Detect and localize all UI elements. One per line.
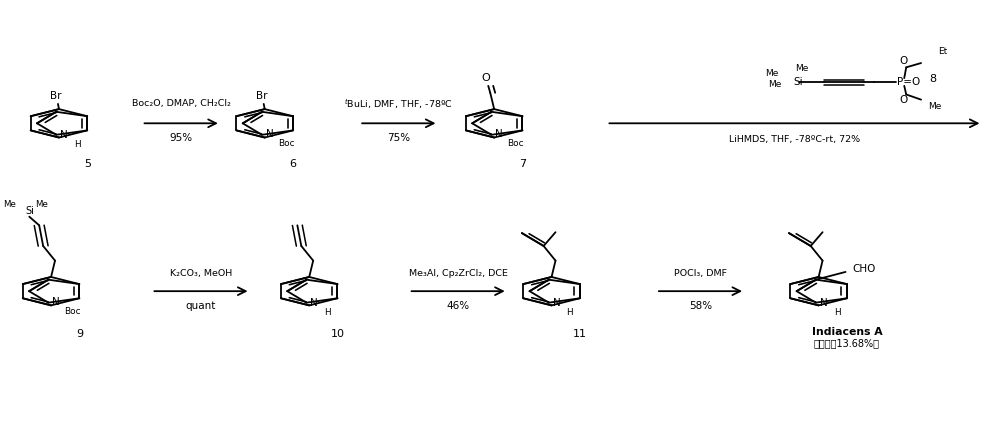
Text: 46%: 46% [447, 301, 470, 311]
Text: 8: 8 [929, 74, 936, 84]
Text: CHO: CHO [852, 264, 876, 274]
Text: P=O: P=O [897, 78, 921, 87]
Text: $^t$BuLi, DMF, THF, -78ºC: $^t$BuLi, DMF, THF, -78ºC [344, 97, 453, 111]
Text: 95%: 95% [170, 133, 193, 143]
Text: N: N [310, 298, 318, 308]
Text: Me: Me [765, 69, 778, 78]
Text: H: H [324, 308, 331, 317]
Text: N: N [266, 129, 274, 139]
Text: 7: 7 [519, 159, 526, 169]
Text: 5: 5 [84, 159, 91, 169]
Text: H: H [834, 308, 840, 317]
Text: Me₃Al, Cp₂ZrCl₂, DCE: Me₃Al, Cp₂ZrCl₂, DCE [409, 269, 508, 279]
Text: Si: Si [26, 206, 35, 216]
Text: 6: 6 [289, 159, 296, 169]
Text: Indiacens A: Indiacens A [812, 327, 882, 337]
Text: Br: Br [50, 92, 62, 101]
Text: Boc: Boc [507, 139, 524, 148]
Text: Boc: Boc [64, 307, 81, 316]
Text: 9: 9 [76, 329, 83, 339]
Text: N: N [495, 129, 503, 139]
Text: quant: quant [186, 301, 216, 311]
Text: N: N [52, 297, 60, 307]
Text: Br: Br [256, 92, 267, 101]
Text: POCl₃, DMF: POCl₃, DMF [674, 269, 727, 279]
Text: Si: Si [794, 78, 803, 87]
Text: LiHMDS, THF, -78ºC-rt, 72%: LiHMDS, THF, -78ºC-rt, 72% [729, 135, 860, 144]
Text: N: N [820, 298, 828, 308]
Text: H: H [74, 140, 81, 149]
Text: Me: Me [928, 102, 941, 111]
Text: N: N [60, 130, 68, 140]
Text: Boc: Boc [278, 139, 294, 148]
Text: （总收率13.68%）: （总收率13.68%） [814, 338, 880, 348]
Text: 75%: 75% [387, 133, 410, 143]
Text: Me: Me [35, 200, 48, 209]
Text: O: O [899, 57, 907, 66]
Text: N: N [553, 298, 560, 308]
Text: H: H [567, 308, 573, 317]
Text: 58%: 58% [689, 301, 712, 311]
Text: Me: Me [795, 64, 808, 73]
Text: Et: Et [938, 47, 947, 56]
Text: O: O [481, 73, 490, 83]
Text: Me: Me [768, 80, 781, 89]
Text: Boc₂O, DMAP, CH₂Cl₂: Boc₂O, DMAP, CH₂Cl₂ [132, 99, 231, 109]
Text: K₂CO₃, MeOH: K₂CO₃, MeOH [170, 269, 232, 279]
Text: O: O [899, 95, 907, 106]
Text: Me: Me [3, 200, 16, 209]
Text: 11: 11 [573, 329, 587, 339]
Text: 10: 10 [330, 329, 344, 339]
